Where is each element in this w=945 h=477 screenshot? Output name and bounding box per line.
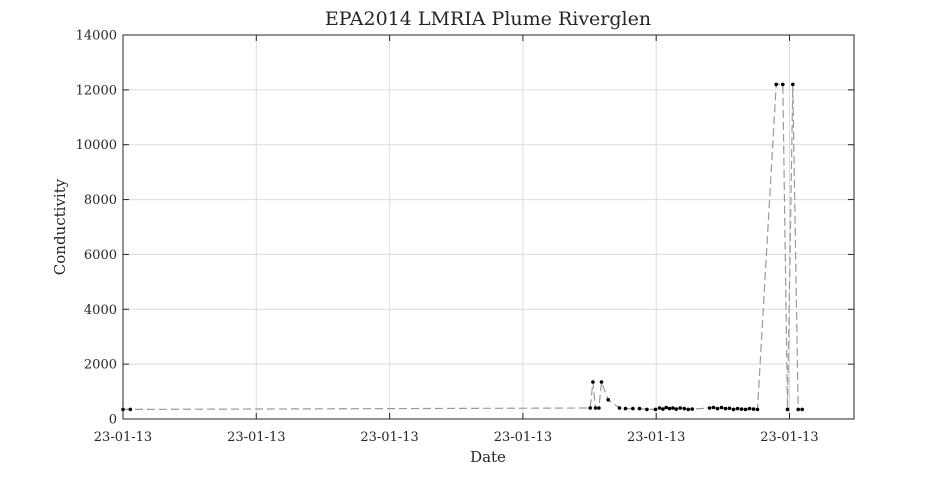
x-axis-label: Date	[470, 448, 506, 466]
data-point	[667, 406, 672, 411]
data-point	[631, 406, 635, 411]
data-point	[731, 407, 736, 412]
data-point	[674, 407, 678, 411]
data-point	[682, 406, 686, 411]
plot-area	[123, 35, 854, 419]
x-tick-label: 23-01-13	[360, 430, 418, 445]
data-point	[781, 82, 785, 87]
y-axis-label: Conductivity	[51, 178, 69, 275]
data-point	[711, 405, 716, 410]
data-point	[671, 406, 675, 410]
grid	[122, 34, 855, 420]
data-point	[653, 407, 658, 412]
data-point	[774, 82, 778, 87]
x-tick-label: 23-01-13	[627, 430, 685, 445]
data-point	[727, 406, 732, 411]
data-point	[617, 406, 622, 410]
x-tick-label: 23-01-13	[94, 430, 152, 445]
ticks: 0 2000 4000 6000 8000 10000 12000 14000 23-01-13…	[76, 29, 855, 445]
data-point	[606, 398, 610, 402]
y-tick-label: 0	[109, 413, 117, 428]
y-tick-label: 12000	[76, 83, 117, 98]
data-point	[791, 82, 795, 87]
data-point	[743, 407, 748, 412]
y-tick-label: 4000	[84, 303, 117, 318]
data-point	[690, 407, 694, 411]
data-point	[751, 407, 756, 411]
data-point	[599, 380, 604, 384]
x-tick-label: 23-01-13	[494, 430, 552, 445]
data-point	[785, 407, 790, 412]
y-tick-label: 10000	[76, 138, 117, 153]
data-point	[739, 407, 744, 411]
data-point	[678, 406, 682, 410]
chart-title: EPA2014 LMRIA Plume Riverglen	[325, 8, 651, 30]
data-point	[597, 406, 601, 410]
data-point	[623, 406, 628, 411]
data-point	[796, 407, 800, 412]
data-point	[591, 380, 595, 384]
y-tick-label: 14000	[76, 29, 117, 44]
data-point	[686, 407, 690, 412]
data-point	[637, 406, 642, 411]
y-tick-label: 2000	[84, 358, 117, 373]
data-point	[657, 406, 662, 410]
data-point	[661, 407, 665, 411]
data-point	[715, 406, 720, 411]
series-group	[121, 82, 804, 412]
data-point	[707, 406, 712, 410]
data-point	[755, 407, 760, 412]
data-point	[593, 406, 598, 410]
data-point	[800, 407, 804, 412]
data-point	[588, 406, 592, 410]
y-tick-label: 8000	[84, 193, 117, 208]
data-point	[723, 406, 728, 411]
data-point	[735, 406, 740, 411]
data-point	[664, 405, 668, 410]
data-point	[747, 406, 752, 411]
y-tick-label: 6000	[84, 248, 117, 263]
x-tick-label: 23-01-13	[227, 430, 285, 445]
data-point	[645, 407, 649, 412]
x-tick-label: 23-01-13	[760, 430, 818, 445]
data-point	[128, 407, 133, 412]
data-point	[719, 405, 724, 410]
axes-box	[122, 34, 855, 420]
